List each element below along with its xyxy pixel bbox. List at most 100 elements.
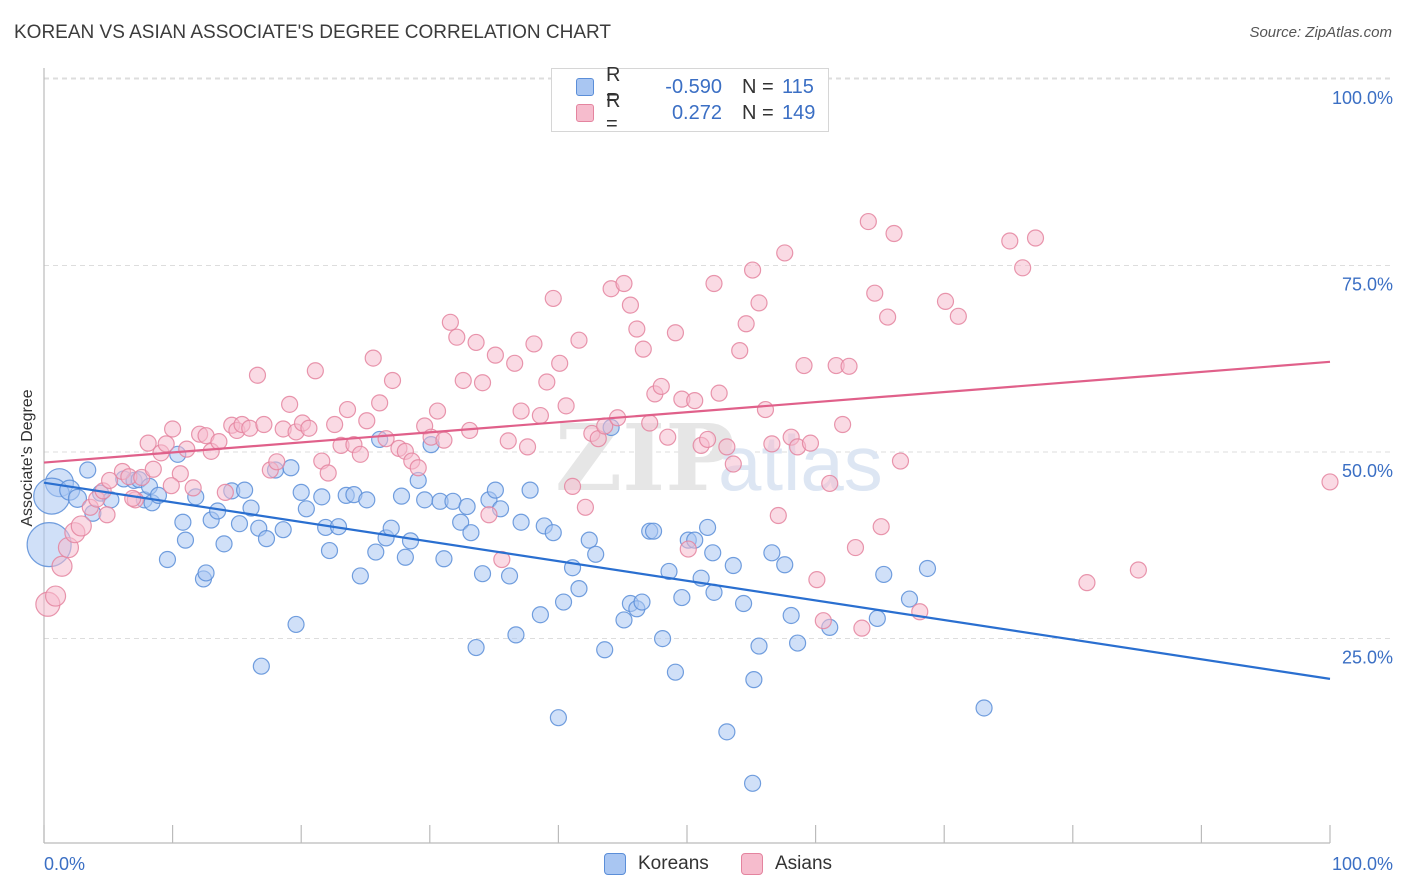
korean-point [660,562,678,581]
asian-point [885,224,903,243]
korean-point [358,491,376,509]
koreans-trend-line [43,481,1331,680]
asian-point [326,415,344,434]
korean-point [633,593,651,611]
korean-point [320,541,339,560]
asian-point [428,402,447,420]
asian-point [949,307,967,325]
asian-point [139,434,157,452]
koreans-legend-label: Koreans [638,853,709,874]
korean-point [467,638,485,657]
asian-point [473,374,492,392]
korean-point [531,606,549,624]
asian-point [364,349,382,367]
korean-point [788,634,807,652]
korean-point [868,609,886,628]
asian-point [319,464,337,482]
r-label: R = [606,64,621,109]
legend-row-asians: R = 0.272 N = 149 [576,90,815,135]
korean-point [507,626,525,644]
asian-point [70,515,92,537]
koreans-swatch [576,78,594,96]
asian-point [241,419,259,437]
n-value: 115 [782,75,814,98]
korean-point [197,564,215,582]
korean-point [351,567,369,585]
correlation-legend: R = -0.590 N = 115 R = 0.272 N = 149 [551,64,829,135]
asian-point [499,432,517,450]
asian-point [441,313,459,331]
x-tick-label: 0.0% [44,854,85,874]
asian-point [184,479,202,497]
asian-point [512,402,530,420]
asian-point [216,483,234,501]
korean-point [615,611,633,629]
asian-point [171,465,189,483]
korean-point [596,641,614,659]
korean-point [745,671,763,689]
asian-point [124,489,142,507]
asian-point [44,585,67,607]
asian-point [750,294,768,312]
asian-point [1001,232,1019,250]
asian-point [718,438,736,456]
korean-point [570,580,588,598]
asian-point [448,328,466,346]
asian-point [891,452,910,470]
asian-point [538,373,556,391]
korean-point [452,513,470,531]
asian-point [641,414,659,432]
asian-point [1026,229,1045,247]
korean-point [644,522,663,540]
legend-row-koreans: R = -0.590 N = 115 [576,64,814,109]
asian-point [371,394,389,412]
korean-point [918,559,937,578]
asian-point [248,366,267,384]
asian-point [563,477,582,496]
asian-point [268,453,286,471]
asian-point [551,354,569,372]
asians-legend-label: Asians [775,853,833,874]
korean-point [486,481,504,499]
chart-title: KOREAN VS ASIAN ASSOCIATE'S DEGREE CORRE… [14,22,611,43]
korean-point [900,590,919,608]
korean-point [875,565,893,584]
asian-point [480,506,498,524]
asian-point [300,419,318,437]
asian-point [525,335,543,353]
korean-point [587,545,605,563]
asian-point [570,331,588,349]
asian-point [679,540,697,558]
asian-point [821,474,839,493]
korean-point [473,565,492,583]
asian-point [358,412,376,430]
y-tick-label: 100.0% [1332,88,1393,108]
korean-point [435,550,453,568]
asian-point [666,324,685,342]
korean-point [776,556,794,574]
asian-point [801,434,820,452]
asian-point [737,315,755,333]
asian-point [776,244,794,262]
asian-point [634,340,652,358]
asian-point [652,377,670,396]
asian-point [576,498,595,516]
asian-point [100,471,119,490]
asian-point [621,296,640,314]
korean-point [230,515,249,533]
asian-point [544,289,562,308]
korean-point [215,535,233,553]
asian-point [731,342,749,360]
korean-point [666,663,685,681]
korean-point [549,709,568,727]
asian-point [814,612,832,630]
asian-point [467,333,485,352]
korean-point [287,615,305,634]
asian-point [164,420,182,438]
asian-point [724,455,742,473]
n-label: N = [742,75,774,98]
asian-point [531,406,549,425]
watermark-atlas: atlas [718,419,883,507]
r-value: -0.590 [665,75,722,98]
